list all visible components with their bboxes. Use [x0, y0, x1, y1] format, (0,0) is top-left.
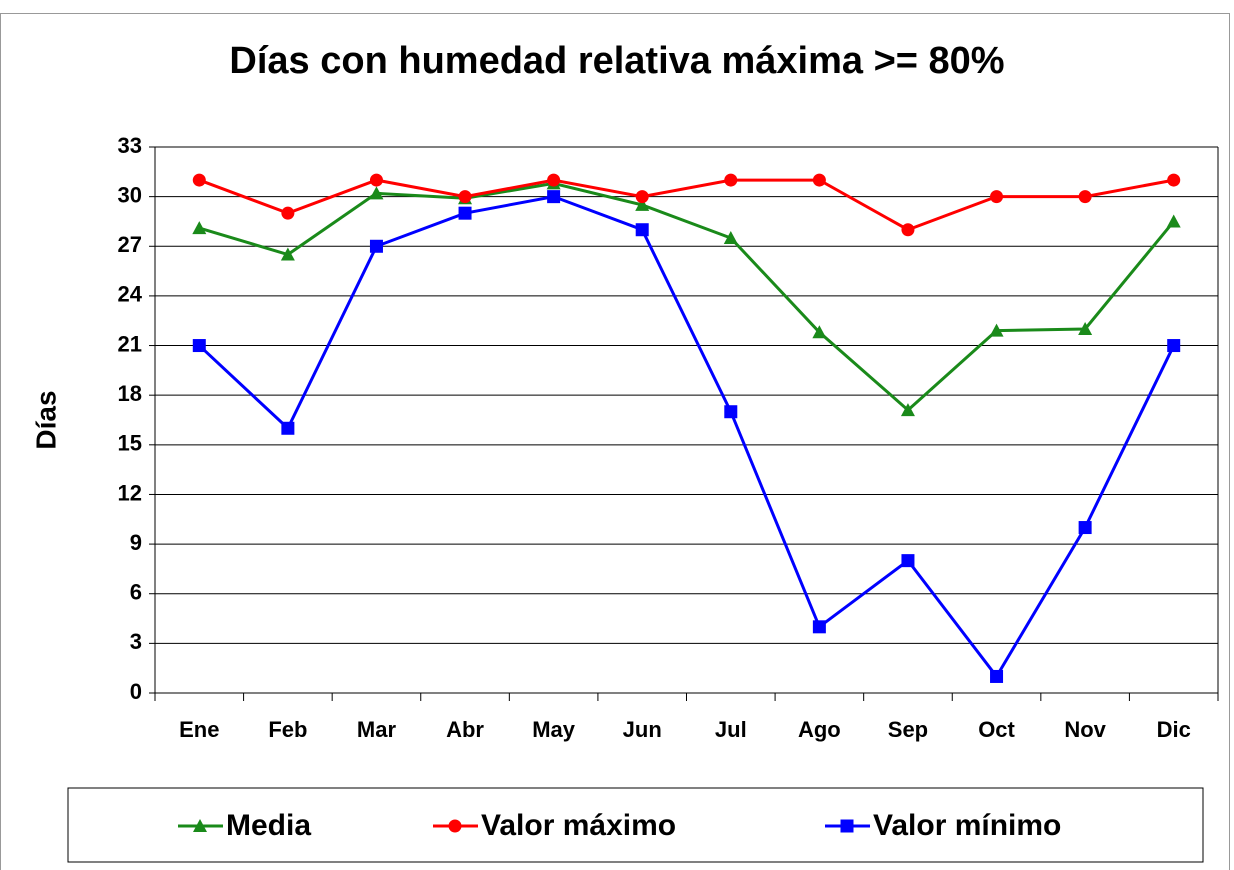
- chart-title: Días con humedad relativa máxima >= 80%: [229, 40, 1004, 82]
- x-tick-label: Ago: [798, 717, 841, 742]
- y-tick-label: 15: [118, 431, 142, 456]
- marker: [1078, 521, 1092, 535]
- y-axis-label: Días: [30, 390, 61, 449]
- series-line: [198, 195, 1176, 680]
- legend-label: Valor mínimo: [873, 809, 1061, 842]
- marker: [369, 173, 383, 187]
- x-tick-label: Feb: [268, 717, 307, 742]
- marker: [369, 186, 384, 200]
- x-tick-label: Ene: [179, 717, 219, 742]
- marker: [1167, 339, 1181, 353]
- marker: [901, 223, 915, 237]
- marker: [458, 206, 472, 220]
- y-tick-label: 0: [130, 679, 142, 704]
- legend-box: [67, 787, 1204, 863]
- marker: [812, 173, 826, 187]
- x-tick-label: Nov: [1064, 717, 1106, 742]
- marker: [900, 403, 915, 417]
- marker: [1167, 173, 1181, 187]
- marker: [1078, 322, 1093, 335]
- marker: [192, 221, 207, 235]
- marker: [1078, 190, 1092, 204]
- marker: [901, 554, 915, 568]
- marker: [192, 339, 206, 353]
- y-tick-label: 30: [118, 182, 142, 207]
- marker: [724, 173, 738, 187]
- y-tick-label: 21: [118, 331, 142, 356]
- marker: [193, 819, 207, 832]
- marker: [812, 620, 826, 634]
- marker: [448, 819, 462, 833]
- y-tick-label: 24: [118, 282, 143, 307]
- legend-label: Media: [226, 809, 311, 842]
- marker: [723, 231, 738, 244]
- y-tick-label: 18: [118, 381, 142, 406]
- marker: [281, 206, 295, 220]
- marker: [547, 190, 561, 204]
- marker: [724, 405, 738, 419]
- marker: [635, 197, 650, 211]
- x-tick-label: Jun: [623, 717, 662, 742]
- x-tick-label: Jul: [715, 717, 747, 742]
- marker: [990, 669, 1004, 683]
- marker: [1166, 214, 1181, 228]
- marker: [840, 819, 854, 833]
- x-tick-label: Dic: [1157, 717, 1191, 742]
- marker: [192, 173, 206, 187]
- marker: [547, 173, 561, 187]
- y-tick-label: 27: [118, 232, 142, 257]
- y-tick-label: 33: [118, 133, 142, 158]
- x-tick-label: Abr: [446, 717, 484, 742]
- marker: [635, 190, 649, 204]
- marker: [458, 190, 472, 204]
- chart-frame: [0, 13, 1230, 870]
- marker: [281, 421, 295, 435]
- marker: [635, 223, 649, 237]
- series-line: [198, 178, 1174, 232]
- y-tick-label: 3: [130, 629, 142, 654]
- x-tick-label: Oct: [978, 717, 1015, 742]
- x-tick-label: May: [532, 717, 576, 742]
- x-tick-label: Sep: [888, 717, 928, 742]
- marker: [812, 325, 827, 339]
- marker: [369, 239, 383, 253]
- marker: [280, 247, 295, 261]
- marker: [989, 323, 1004, 337]
- y-tick-label: 6: [130, 580, 142, 605]
- legend-label: Valor máximo: [481, 809, 676, 842]
- y-tick-label: 9: [130, 530, 142, 555]
- y-tick-label: 12: [118, 480, 142, 505]
- marker: [990, 190, 1004, 204]
- series-line: [198, 181, 1175, 413]
- x-tick-label: Mar: [357, 717, 397, 742]
